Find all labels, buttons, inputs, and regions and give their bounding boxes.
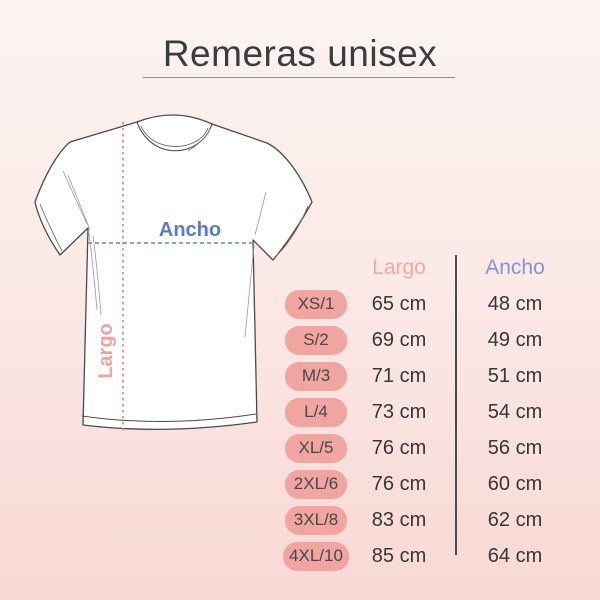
largo-value: 85 cm: [371, 544, 427, 567]
collar-inner-line: [140, 125, 209, 147]
column-header-largo: Largo: [372, 255, 426, 279]
size-badge: L/4: [285, 397, 347, 427]
ancho-value: 51 cm: [487, 364, 543, 387]
ancho-value: 56 cm: [487, 436, 543, 459]
collar-stitch-line: [187, 128, 211, 152]
size-table: Largo Ancho XS/1 65 cm 48 cm S/2 69 cm 4…: [280, 249, 580, 574]
table-row: 2XL/6 76 cm 60 cm: [280, 466, 580, 502]
ancho-shirt-label: Ancho: [159, 219, 221, 241]
left-cuff-stitch: [39, 203, 63, 252]
hem-stitch-line: [81, 413, 257, 423]
tshirt-svg: Ancho Largo: [34, 114, 313, 432]
table-row: 3XL/8 83 cm 62 cm: [280, 502, 580, 538]
title-underline: [143, 77, 455, 78]
size-badge: 4XL/10: [283, 541, 349, 571]
table-header-row: Largo Ancho: [280, 249, 580, 286]
column-header-ancho: Ancho: [485, 255, 545, 279]
table-row: XS/1 65 cm 48 cm: [280, 286, 580, 322]
right-cuff-stitch: [275, 205, 309, 257]
table-row: 4XL/10 85 cm 64 cm: [280, 538, 580, 574]
page-title: Remeras unisex: [162, 33, 438, 74]
largo-value: 76 cm: [371, 436, 427, 459]
tshirt-illustration: Ancho Largo: [30, 105, 320, 445]
ancho-value: 64 cm: [487, 544, 543, 567]
ancho-value: 62 cm: [487, 508, 543, 531]
size-badge: XS/1: [285, 289, 347, 319]
largo-shirt-label: Largo: [95, 323, 117, 379]
left-body-crease: [88, 232, 102, 316]
table-row: XL/5 76 cm 56 cm: [280, 430, 580, 466]
table-row: L/4 73 cm 54 cm: [280, 394, 580, 430]
right-body-crease: [244, 244, 255, 338]
right-sleeve-crease: [254, 191, 267, 236]
largo-value: 69 cm: [371, 328, 427, 351]
ancho-value: 54 cm: [487, 400, 543, 423]
table-row: M/3 71 cm 51 cm: [280, 358, 580, 394]
size-badge: 3XL/8: [285, 505, 347, 535]
largo-value: 83 cm: [371, 508, 427, 531]
size-badge: M/3: [285, 361, 347, 391]
largo-value: 65 cm: [371, 292, 427, 315]
size-badge: XL/5: [285, 433, 347, 463]
ancho-value: 49 cm: [487, 328, 543, 351]
table-column-divider: [455, 255, 457, 555]
largo-value: 71 cm: [371, 364, 427, 387]
tshirt-outline: [34, 114, 313, 430]
ancho-value: 48 cm: [487, 292, 543, 315]
ancho-value: 60 cm: [487, 472, 543, 495]
largo-value: 76 cm: [371, 472, 427, 495]
largo-value: 73 cm: [371, 400, 427, 423]
left-sleeve-crease: [62, 170, 91, 231]
size-badge: 2XL/6: [285, 469, 347, 499]
table-row: S/2 69 cm 49 cm: [280, 322, 580, 358]
size-badge: S/2: [285, 325, 347, 355]
